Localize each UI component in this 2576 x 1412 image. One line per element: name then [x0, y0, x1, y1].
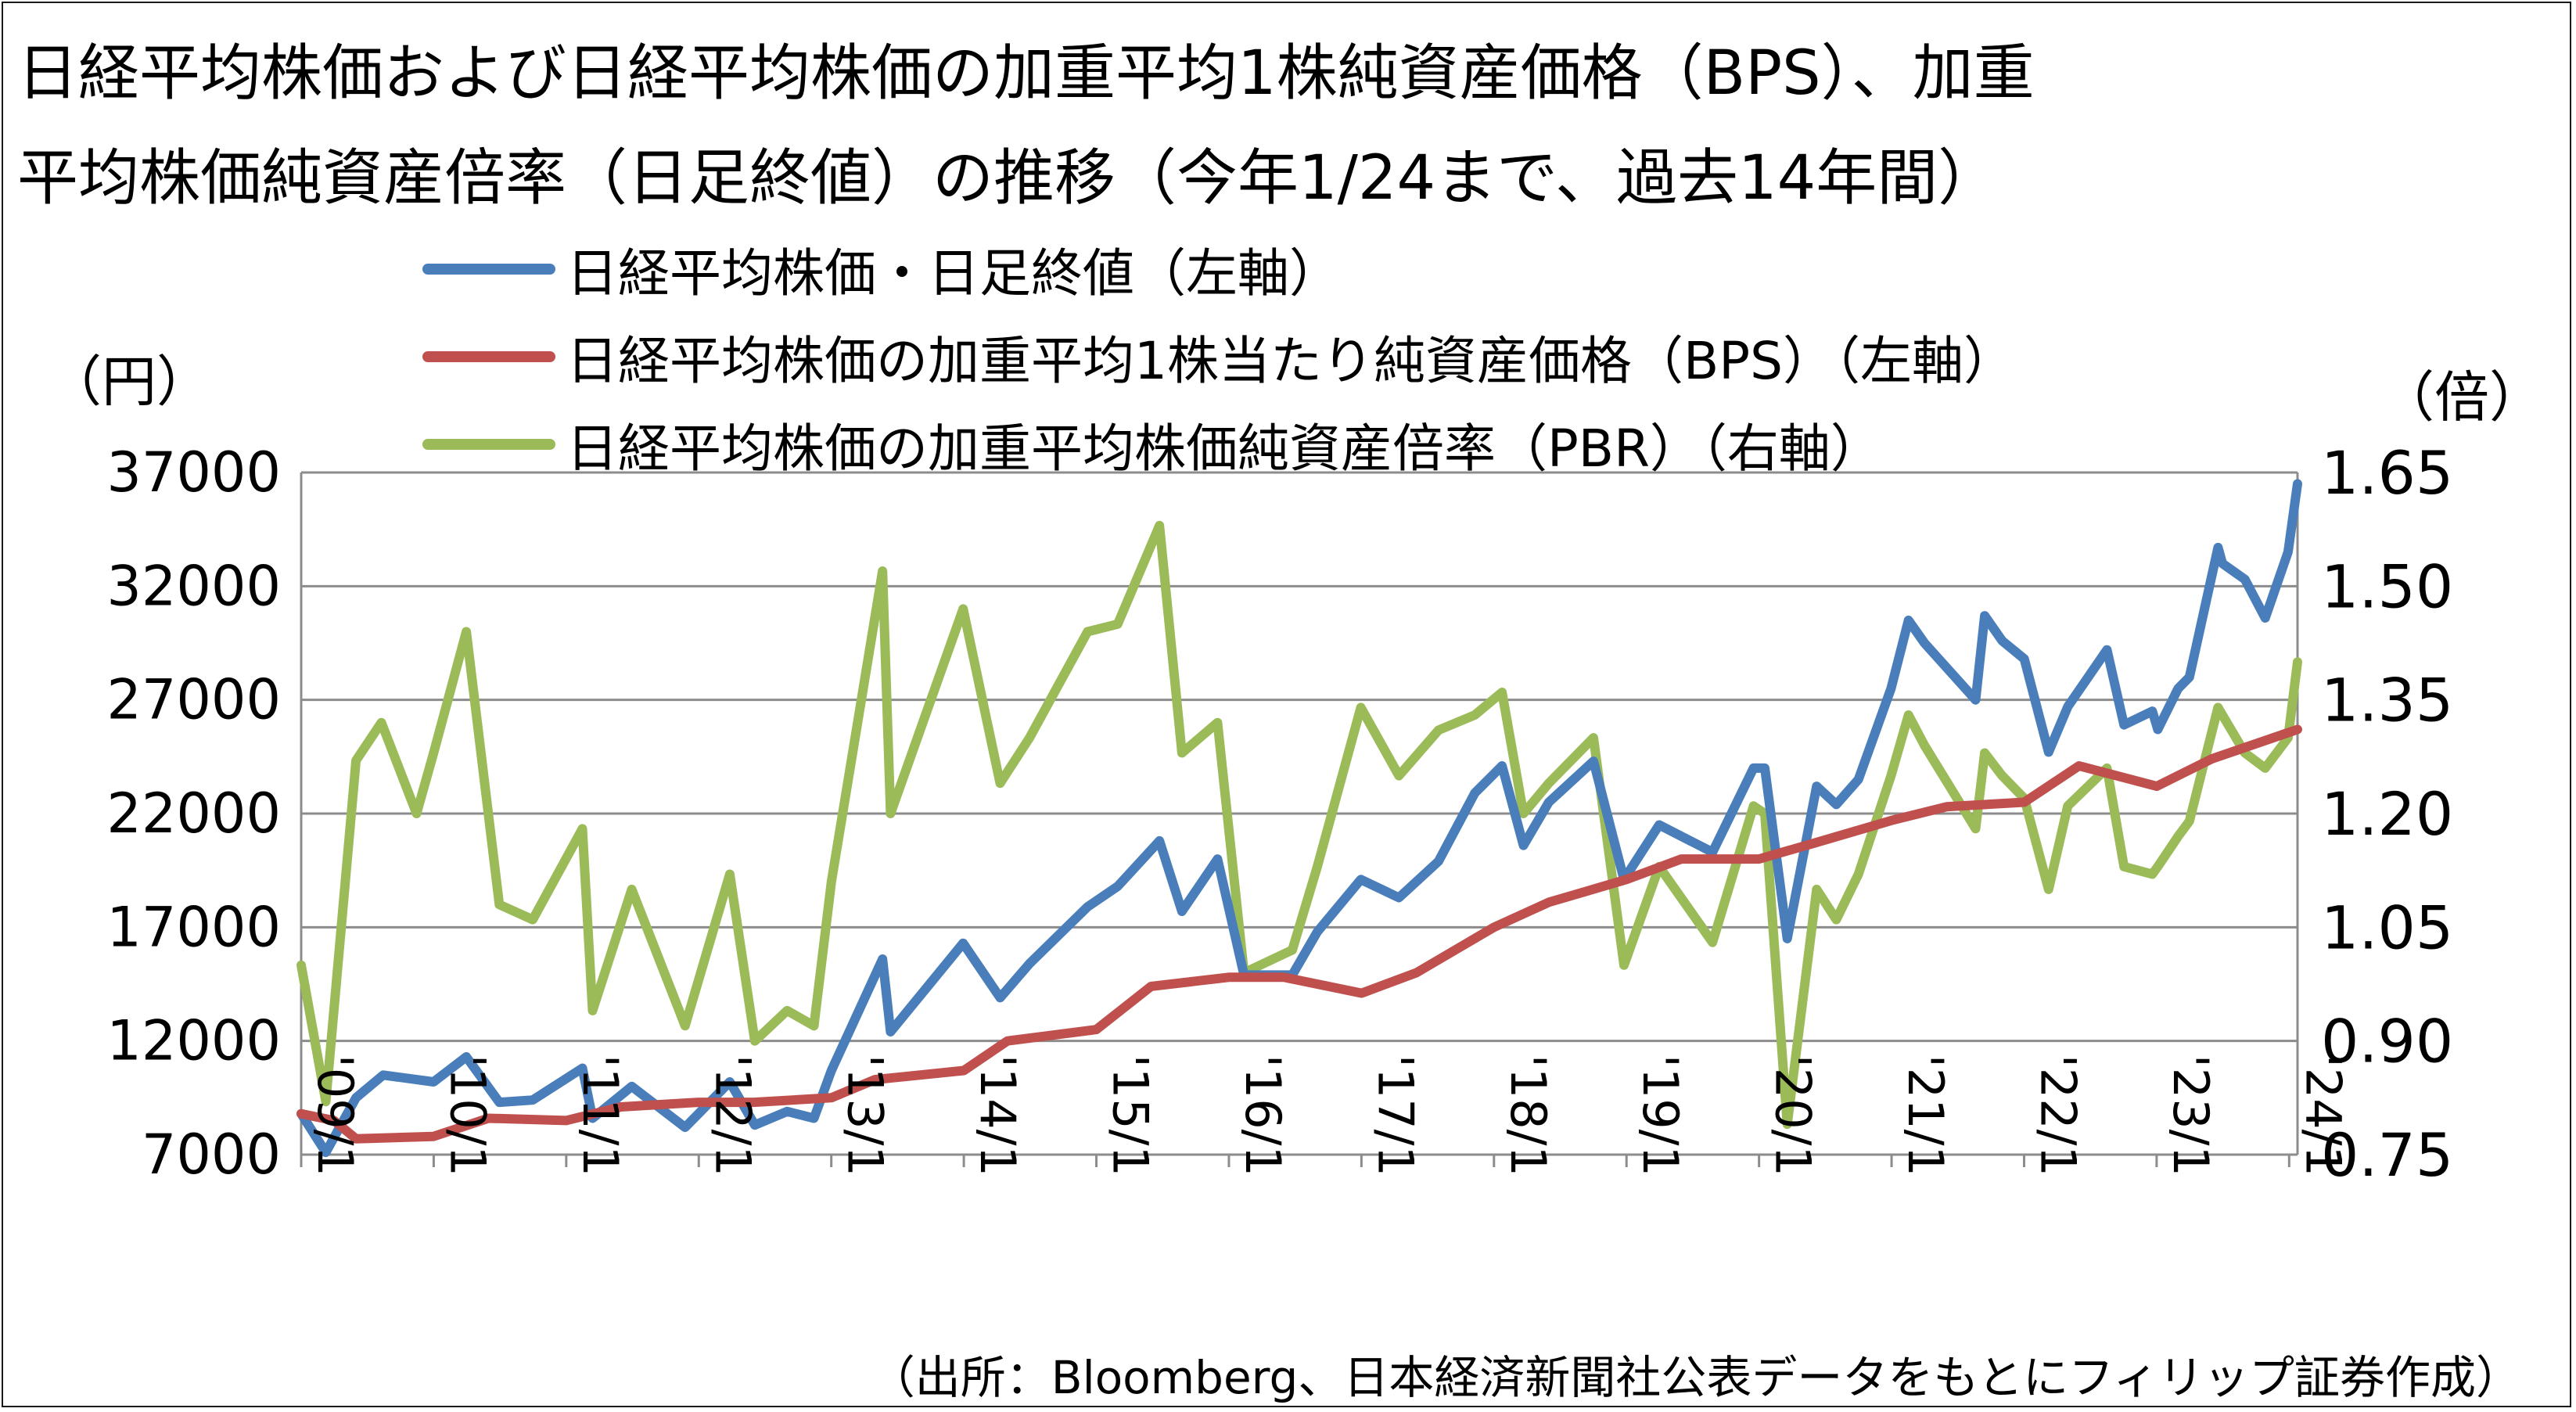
chart-title-line1: 日経平均株価および日経平均株価の加重平均1株純資産価格（BPS）、加重	[17, 38, 2035, 109]
legend-label-pbr: 日経平均株価の加重平均株価純資産倍率（PBR）（右軸）	[566, 419, 1882, 479]
legend-swatch-bps	[422, 351, 555, 362]
right-axis-unit: （倍）	[2380, 365, 2544, 429]
bps-series-line	[296, 724, 2302, 1144]
x-tick-label: '20/1	[1765, 1055, 1822, 1177]
pbr-series-line	[296, 520, 2302, 1130]
left-tick-label: 22000	[106, 781, 281, 846]
legend-label-bps: 日経平均株価の加重平均1株当たり純資産価格（BPS）（左軸）	[566, 331, 2015, 391]
x-tick-label: '23/1	[2162, 1055, 2219, 1177]
x-tick-label: '22/1	[2029, 1055, 2086, 1177]
right-tick-label: 0.75	[2321, 1120, 2453, 1190]
left-axis-unit: （円）	[47, 350, 211, 414]
right-tick-label: 1.35	[2321, 666, 2453, 735]
chart-title-line2: 平均株価純資産倍率（日足終値）の推移（今年1/24まで、過去14年間）	[17, 143, 1999, 214]
x-tick-label: '16/1	[1234, 1055, 1292, 1177]
x-tick-label: '14/1	[969, 1055, 1026, 1177]
left-tick-label: 32000	[106, 554, 281, 618]
x-tick-label: '09/1	[307, 1055, 364, 1177]
left-tick-label: 12000	[106, 1009, 281, 1073]
right-tick-label: 1.05	[2321, 893, 2453, 962]
x-tick-label: '13/1	[837, 1055, 894, 1177]
legend-label-nikkei: 日経平均株価・日足終値（左軸）	[566, 243, 1341, 304]
left-tick-label: 27000	[106, 668, 281, 732]
tick-labels: 7000 12000 17000 22000 27000 32000 37000 0.75 0.…	[106, 438, 2453, 1190]
legend-item-nikkei: 日経平均株価・日足終値（左軸）	[422, 232, 1341, 307]
right-tick-label: 1.50	[2321, 552, 2453, 621]
legend-item-pbr: 日経平均株価の加重平均株価純資産倍率（PBR）（右軸）	[422, 407, 1882, 482]
x-tick-label: '18/1	[1500, 1055, 1557, 1177]
x-tick-label: '19/1	[1632, 1055, 1689, 1177]
left-tick-label: 7000	[142, 1123, 281, 1187]
x-tick-label: '21/1	[1897, 1055, 1954, 1177]
x-tick-label: '11/1	[572, 1055, 629, 1177]
x-tick-label: '24/1	[2294, 1055, 2351, 1177]
source-note: （出所：Bloomberg、日本経済新聞社公表データをもとにフィリップ証券作成）	[869, 1351, 2521, 1404]
right-tick-label: 1.20	[2321, 779, 2453, 849]
x-tick-label: '12/1	[704, 1055, 761, 1177]
right-tick-label: 0.90	[2321, 1007, 2453, 1076]
axes	[300, 472, 2299, 1167]
nikkei-series-line	[296, 479, 2302, 1158]
left-tick-label: 37000	[106, 440, 281, 505]
right-tick-label: 1.65	[2321, 438, 2453, 508]
legend-swatch-nikkei	[422, 264, 555, 275]
x-tick-label: '10/1	[439, 1055, 496, 1177]
series-lines	[296, 479, 2302, 1158]
x-tick-label: '15/1	[1102, 1055, 1159, 1177]
x-tick-label: '17/1	[1367, 1055, 1424, 1177]
legend-item-bps: 日経平均株価の加重平均1株当たり純資産価格（BPS）（左軸）	[422, 319, 2015, 394]
left-tick-label: 17000	[106, 895, 281, 959]
gridlines	[301, 471, 2298, 1156]
legend-swatch-pbr	[422, 439, 555, 450]
